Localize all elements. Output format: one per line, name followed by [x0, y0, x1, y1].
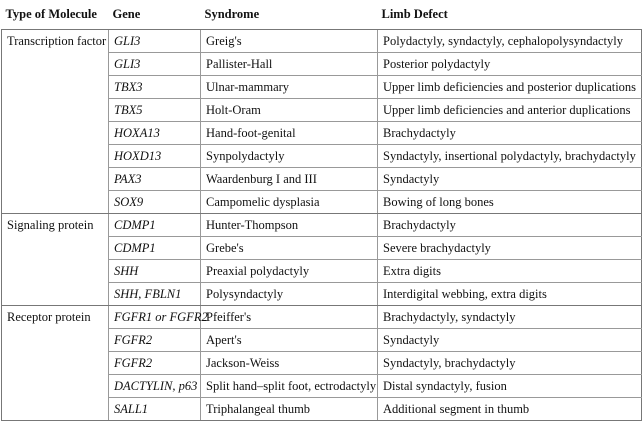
limb-defect: Extra digits: [377, 259, 642, 283]
syndrome: Campomelic dysplasia: [200, 190, 378, 214]
gene: TBX3: [108, 75, 201, 99]
limb-defect: Posterior polydactyly: [377, 52, 642, 76]
limb-defect: Bowing of long bones: [377, 190, 642, 214]
gene: SHH: [108, 259, 201, 283]
table-row: SOX9 Campomelic dysplasia Bowing of long b…: [2, 190, 642, 214]
gene: FGFR2: [108, 351, 201, 375]
table-row: HOXD13 Synpolydactyly Syndactyly, insertio…: [2, 144, 642, 168]
gene: SALL1: [108, 397, 201, 421]
syndrome: Pfeiffer's: [200, 305, 378, 329]
syndrome: Polysyndactyly: [200, 282, 378, 306]
syndrome: Synpolydactyly: [200, 144, 378, 168]
limb-defect: Upper limb deficiencies and anterior dup…: [377, 98, 642, 122]
syndrome: Ulnar-mammary: [200, 75, 378, 99]
molecule-type: Signaling protein: [1, 213, 109, 306]
syndrome: Pallister-Hall: [200, 52, 378, 76]
column-header: Type of Molecule: [1, 0, 109, 30]
syndrome: Holt-Oram: [200, 98, 378, 122]
limb-defect: Severe brachydactyly: [377, 236, 642, 260]
table-row: CDMP1 Grebe's Severe brachydactyly: [2, 236, 642, 260]
header-row: Type of Molecule Gene Syndrome Limb Defect: [1, 0, 642, 30]
gene: FGFR2: [108, 328, 201, 352]
molecule-type: Transcription factor: [1, 29, 109, 214]
gene: GLI3: [108, 29, 201, 53]
limb-defect: Additional segment in thumb: [377, 397, 642, 421]
limb-defect: Syndactyly, brachydactyly: [377, 351, 642, 375]
molecule-type: Receptor protein: [1, 305, 109, 421]
table-body: Transcription factor GLI3 Greig's Polydacty…: [1, 29, 642, 421]
table-row: Transcription factor GLI3 Greig's Polydacty…: [1, 29, 642, 214]
gene: PAX3: [108, 167, 201, 191]
gene: TBX5: [108, 98, 201, 122]
syndrome: Preaxial polydactyly: [200, 259, 378, 283]
syndrome: Split hand–split foot, ectrodactyly: [200, 374, 378, 398]
limb-defect: Syndactyly, insertional polydactyly, bra…: [377, 144, 642, 168]
table-row: SHH Preaxial polydactyly Extra digits: [2, 259, 642, 283]
limb-defect: Brachydactyly: [377, 121, 642, 145]
limb-defect: Brachydactyly, syndactyly: [377, 305, 642, 329]
syndrome: Hunter-Thompson: [200, 213, 378, 237]
gene: SHH, FBLN1: [108, 282, 201, 306]
syndrome: Jackson-Weiss: [200, 351, 378, 375]
syndrome: Waardenburg I and III: [200, 167, 378, 191]
table-row: FGFR2 Apert's Syndactyly: [2, 328, 642, 352]
limb-defect: Syndactyly: [377, 328, 642, 352]
gene: SOX9: [108, 190, 201, 214]
gene: FGFR1 or FGFR2: [108, 305, 208, 329]
syndrome: Hand-foot-genital: [200, 121, 378, 145]
gene: HOXD13: [108, 144, 201, 168]
column-header: Syndrome: [200, 0, 378, 30]
table-row: TBX5 Holt-Oram Upper limb deficiencies and…: [2, 98, 642, 122]
limb-defect: Interdigital webbing, extra digits: [377, 282, 642, 306]
syndrome: Greig's: [200, 29, 378, 53]
column-header: Gene: [108, 0, 201, 30]
table-row: Receptor protein FGFR1 or FGFR2 Pfeiffer's…: [1, 305, 642, 421]
limb-defect: Syndactyly: [377, 167, 642, 191]
syndrome: Apert's: [200, 328, 378, 352]
table-row: HOXA13 Hand-foot-genital Brachydactyly: [2, 121, 642, 145]
syndrome: Grebe's: [200, 236, 378, 260]
gene: DACTYLIN, p63: [108, 374, 201, 398]
gene: CDMP1: [108, 236, 201, 260]
table-row: TBX3 Ulnar-mammary Upper limb deficiencies…: [2, 75, 642, 99]
table-row: Signaling protein CDMP1 Hunter-Thompson Bra…: [1, 213, 642, 306]
limb-defect: Upper limb deficiencies and posterior du…: [377, 75, 642, 99]
limb-defect: Polydactyly, syndactyly, cephalopolysynd…: [377, 29, 642, 53]
gene: HOXA13: [108, 121, 201, 145]
syndrome: Triphalangeal thumb: [200, 397, 378, 421]
gene: CDMP1: [108, 213, 201, 237]
limb-defect: Distal syndactyly, fusion: [377, 374, 642, 398]
table-row: SALL1 Triphalangeal thumb Additional segme…: [2, 397, 642, 421]
column-header: Limb Defect: [377, 0, 642, 30]
limb-defect: Brachydactyly: [377, 213, 642, 237]
gene: GLI3: [108, 52, 201, 76]
table-row: SHH, FBLN1 Polysyndactyly Interdigital web…: [2, 282, 642, 306]
